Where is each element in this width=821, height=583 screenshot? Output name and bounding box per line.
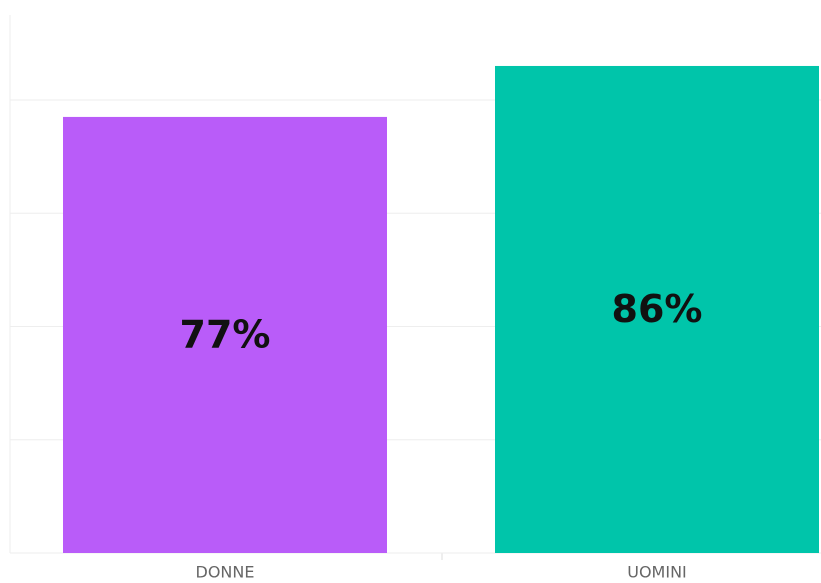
data-label: 86%	[612, 287, 703, 331]
x-tick-label: DONNE	[196, 563, 255, 582]
bar	[63, 116, 387, 554]
x-tick-label: UOMINI	[627, 563, 687, 582]
data-label: 77%	[180, 312, 271, 356]
bar	[495, 65, 819, 554]
